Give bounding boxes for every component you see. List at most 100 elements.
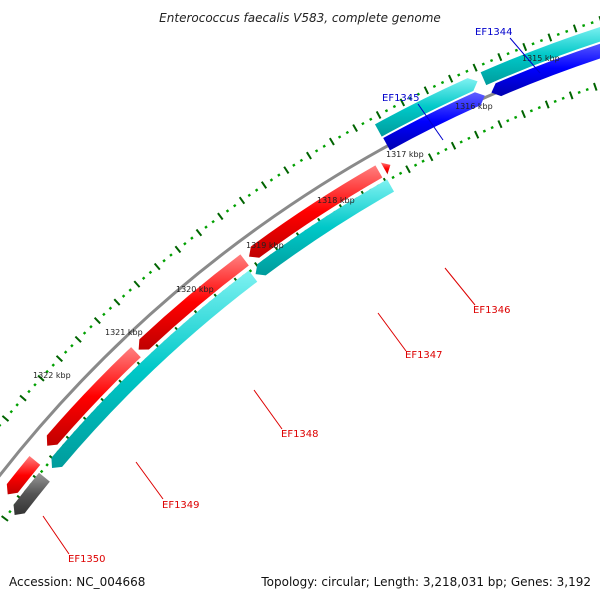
outer-ring-minor-tick [556,32,560,36]
inner-ring-major-tick [450,141,457,150]
inner-ring-minor-tick [482,129,487,133]
gene-ef1346-feature[interactable] [380,162,391,175]
outer-ring-minor-tick [369,117,373,121]
tick-label-1319: 1319 kbp [246,241,284,250]
gene-label-ef1348[interactable]: EF1348 [281,429,319,440]
gene-ef1349-feature[interactable] [51,270,258,468]
inner-ring-minor-tick [577,90,581,95]
gene-ef1345-blue-feature[interactable] [383,92,485,151]
outer-ring-major-tick [133,280,141,288]
outer-ring-minor-tick [539,39,544,43]
outer-ring-minor-tick [204,225,208,229]
outer-ring-minor-tick [489,58,494,63]
outer-ring-major-tick [238,196,246,205]
gene-label-ef1350[interactable]: EF1350 [68,554,106,565]
leader-line-ef1344 [509,37,541,74]
outer-ring-major-tick [375,110,382,119]
inner-ring-minor-tick [413,163,418,167]
leader-line-ef1348 [253,389,283,430]
outer-ring-minor-tick [33,383,37,387]
outer-ring-minor-tick [148,270,153,275]
inner-ring-major-tick [568,91,574,100]
gene-label-ef1347[interactable]: EF1347 [405,350,443,361]
gene-label-ef1345[interactable]: EF1345 [382,93,420,104]
outer-ring-major-tick [448,74,454,83]
tick-label-1317: 1317 kbp [386,150,424,159]
leader-line-ef1350 [42,515,70,555]
inner-ring-minor-tick [467,136,471,140]
outer-ring-minor-tick [565,29,569,33]
tick-label-1320: 1320 kbp [176,285,214,294]
inner-ring-major-tick [405,165,411,174]
outer-ring-major-tick [306,151,312,160]
inner-ring-minor-tick [529,109,534,113]
outer-ring-major-tick [260,181,268,189]
gene-label-ef1346[interactable]: EF1346 [473,305,511,316]
tick-label-1321: 1321 kbp [105,328,143,337]
outer-ring-major-tick [423,86,430,95]
inner-ring-minor-tick [45,463,49,467]
inner-ring-minor-tick [561,96,565,100]
outer-ring-minor-tick [345,130,350,135]
outer-ring-major-tick [522,42,528,52]
outer-ring-minor-tick [531,42,535,46]
outer-ring-minor-tick [102,312,106,317]
outer-ring-minor-tick [225,209,230,213]
outer-ring-major-tick [93,316,101,325]
outer-ring-minor-tick [408,96,412,100]
outer-ring-minor-tick [70,344,74,348]
outer-ring-minor-tick [15,403,19,407]
gene-label-ef1344[interactable]: EF1344 [475,27,513,38]
outer-tick-ring [0,15,600,427]
gene-ef1349-red-feature[interactable] [46,347,141,446]
inner-ring-major-tick [544,100,550,109]
leader-line-ef1347 [377,312,407,352]
outer-ring-major-tick [572,24,578,33]
gene-ef1344-feature[interactable] [480,26,600,86]
outer-ring-minor-tick [299,158,304,163]
leader-line-ef1345 [417,103,444,141]
inner-ring-major-tick [593,82,598,91]
tick-label-1315: 1315 kbp [522,54,560,63]
outer-ring-major-tick [55,355,64,363]
outer-ring-minor-tick [457,73,461,77]
inner-ring-major-tick [427,153,434,162]
outer-ring-minor-tick [27,389,31,394]
inner-ring-minor-tick [585,88,589,92]
outer-ring-major-tick [174,245,182,254]
inner-ring-minor-tick [8,509,12,514]
outer-ring-minor-tick [128,288,132,292]
inner-ring-major-tick [497,120,503,129]
inner-tick-ring [1,82,598,522]
gene-ef1347-red-feature[interactable] [249,165,383,258]
gene-ef1344-blue-feature[interactable] [491,41,600,97]
outer-ring-minor-tick [432,84,437,89]
inner-ring-minor-tick [436,151,440,155]
outer-ring-minor-tick [89,325,93,329]
gene-label-ef1349[interactable]: EF1349 [162,500,200,511]
outer-ring-minor-tick [590,21,594,25]
inner-ring-minor-tick [514,115,518,119]
outer-ring-major-tick [328,137,335,146]
outer-ring-minor-tick [481,62,485,66]
outer-ring-major-tick [399,98,406,107]
inner-ring-minor-tick [248,269,253,273]
outer-ring-major-tick [497,52,503,62]
gene-labels: EF1344 EF1345 EF1346 EF1347 EF1348 EF134… [42,27,541,565]
gene-ef1347-feature[interactable] [255,179,395,276]
leader-line-ef1346 [444,267,476,306]
gene-ef1348-feature[interactable] [138,254,249,350]
tick-labels: 1315 kbp 1316 kbp 1317 kbp 1318 kbp 1319… [33,54,560,380]
gene-ef1350-feature[interactable] [13,472,50,516]
outer-ring-minor-tick [440,80,445,85]
outer-ring-minor-tick [233,203,237,208]
inner-ring-minor-tick [553,99,557,103]
outer-ring-major-tick [113,298,121,306]
gene-ef1345-feature[interactable] [374,78,478,137]
outer-ring-minor-tick [582,24,586,28]
gene-red-left-feature[interactable] [6,455,41,495]
inner-ring-major-tick [521,109,526,119]
outer-ring-major-tick [153,262,161,271]
outer-ring-minor-tick [514,48,519,52]
